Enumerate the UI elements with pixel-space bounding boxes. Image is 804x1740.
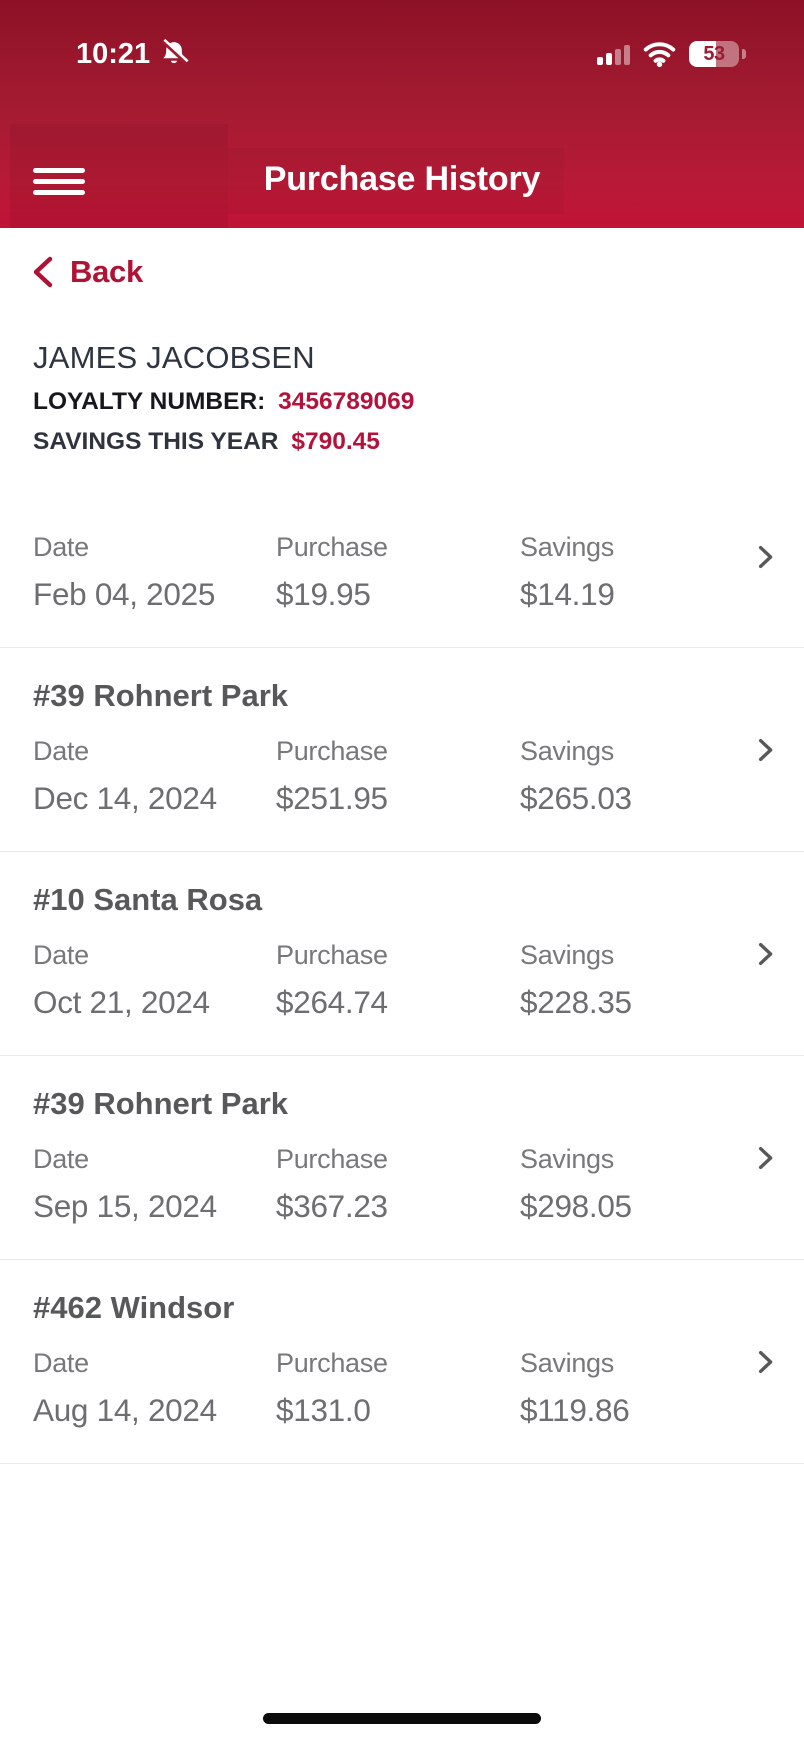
purchase-amount: $367.23 (276, 1188, 388, 1224)
column-header-date: Date (33, 532, 89, 562)
purchase-date: Feb 04, 2025 (33, 576, 216, 612)
column-header-savings: Savings (520, 532, 614, 562)
store-name: #10 Santa Rosa (33, 882, 263, 917)
cellular-signal-icon (597, 43, 630, 65)
purchase-history-list: Date Purchase Savings Feb 04, 2025 $19.95 $14… (0, 484, 804, 1464)
chevron-right-icon (750, 1143, 780, 1173)
loyalty-number-value: 3456789069 (278, 388, 415, 415)
column-header-purchase: Purchase (276, 736, 388, 766)
status-time: 10:21 (76, 37, 151, 70)
member-info: JAMES JACOBSEN LOYALTY NUMBER: 345678906… (33, 340, 804, 456)
home-indicator[interactable] (263, 1713, 541, 1724)
purchase-date: Sep 15, 2024 (33, 1188, 217, 1224)
column-header-date: Date (33, 1348, 89, 1378)
chevron-right-icon (750, 542, 780, 572)
purchase-row[interactable]: Date Purchase Savings Feb 04, 2025 $19.95 $14… (0, 484, 804, 648)
column-header-savings: Savings (520, 1348, 614, 1378)
column-header-savings: Savings (520, 940, 614, 970)
chevron-right-icon (750, 939, 780, 969)
purchase-row[interactable]: #39 Rohnert Park Date Purchase Savings Sep 1… (0, 1056, 804, 1260)
menu-overlay-panel (10, 124, 228, 228)
wifi-icon (643, 41, 676, 67)
purchase-row[interactable]: #10 Santa Rosa Date Purchase Savings Oct 21,… (0, 852, 804, 1056)
chevron-left-icon (30, 255, 56, 289)
battery-icon: 53 (689, 41, 739, 67)
purchase-date: Oct 21, 2024 (33, 984, 210, 1020)
purchase-date: Aug 14, 2024 (33, 1392, 217, 1428)
purchase-date: Dec 14, 2024 (33, 780, 217, 816)
savings-amount: $228.35 (520, 984, 632, 1020)
back-label: Back (70, 254, 143, 289)
column-header-purchase: Purchase (276, 1144, 388, 1174)
back-button[interactable]: Back (30, 254, 180, 290)
column-header-savings: Savings (520, 736, 614, 766)
store-name: #39 Rohnert Park (33, 678, 288, 713)
purchase-row[interactable]: #39 Rohnert Park Date Purchase Savings Dec 1… (0, 648, 804, 852)
purchase-amount: $264.74 (276, 984, 388, 1020)
column-header-purchase: Purchase (276, 1348, 388, 1378)
store-name: #39 Rohnert Park (33, 1086, 288, 1121)
battery-fill (689, 41, 716, 67)
app-header: 10:21 5 (0, 0, 804, 228)
column-header-date: Date (33, 940, 89, 970)
column-header-purchase: Purchase (276, 532, 388, 562)
purchase-amount: $251.95 (276, 780, 388, 816)
savings-amount: $298.05 (520, 1188, 632, 1224)
battery-cap (742, 49, 746, 59)
column-header-date: Date (33, 736, 89, 766)
nav-bar: Purchase History (0, 140, 804, 218)
column-header-date: Date (33, 1144, 89, 1174)
chevron-right-icon (750, 735, 780, 765)
savings-amount: $14.19 (520, 576, 615, 612)
status-bar: 10:21 5 (76, 32, 746, 76)
battery-percent: 53 (703, 42, 725, 65)
purchase-row[interactable]: #462 Windsor Date Purchase Savings Aug 14, 2… (0, 1260, 804, 1464)
menu-button[interactable] (33, 168, 85, 195)
chevron-right-icon (750, 1347, 780, 1377)
column-header-purchase: Purchase (276, 940, 388, 970)
loyalty-number-label: LOYALTY NUMBER: (33, 388, 266, 415)
savings-amount: $265.03 (520, 780, 632, 816)
purchase-amount: $19.95 (276, 576, 371, 612)
column-header-savings: Savings (520, 1144, 614, 1174)
store-name: #462 Windsor (33, 1290, 235, 1325)
savings-amount: $119.86 (520, 1392, 630, 1428)
savings-year-label: SAVINGS THIS YEAR (33, 428, 279, 455)
savings-year-value: $790.45 (291, 428, 380, 455)
member-name: JAMES JACOBSEN (33, 340, 315, 375)
notifications-silenced-icon (158, 38, 190, 70)
purchase-amount: $131.0 (276, 1392, 371, 1428)
page-title: Purchase History (263, 160, 541, 198)
